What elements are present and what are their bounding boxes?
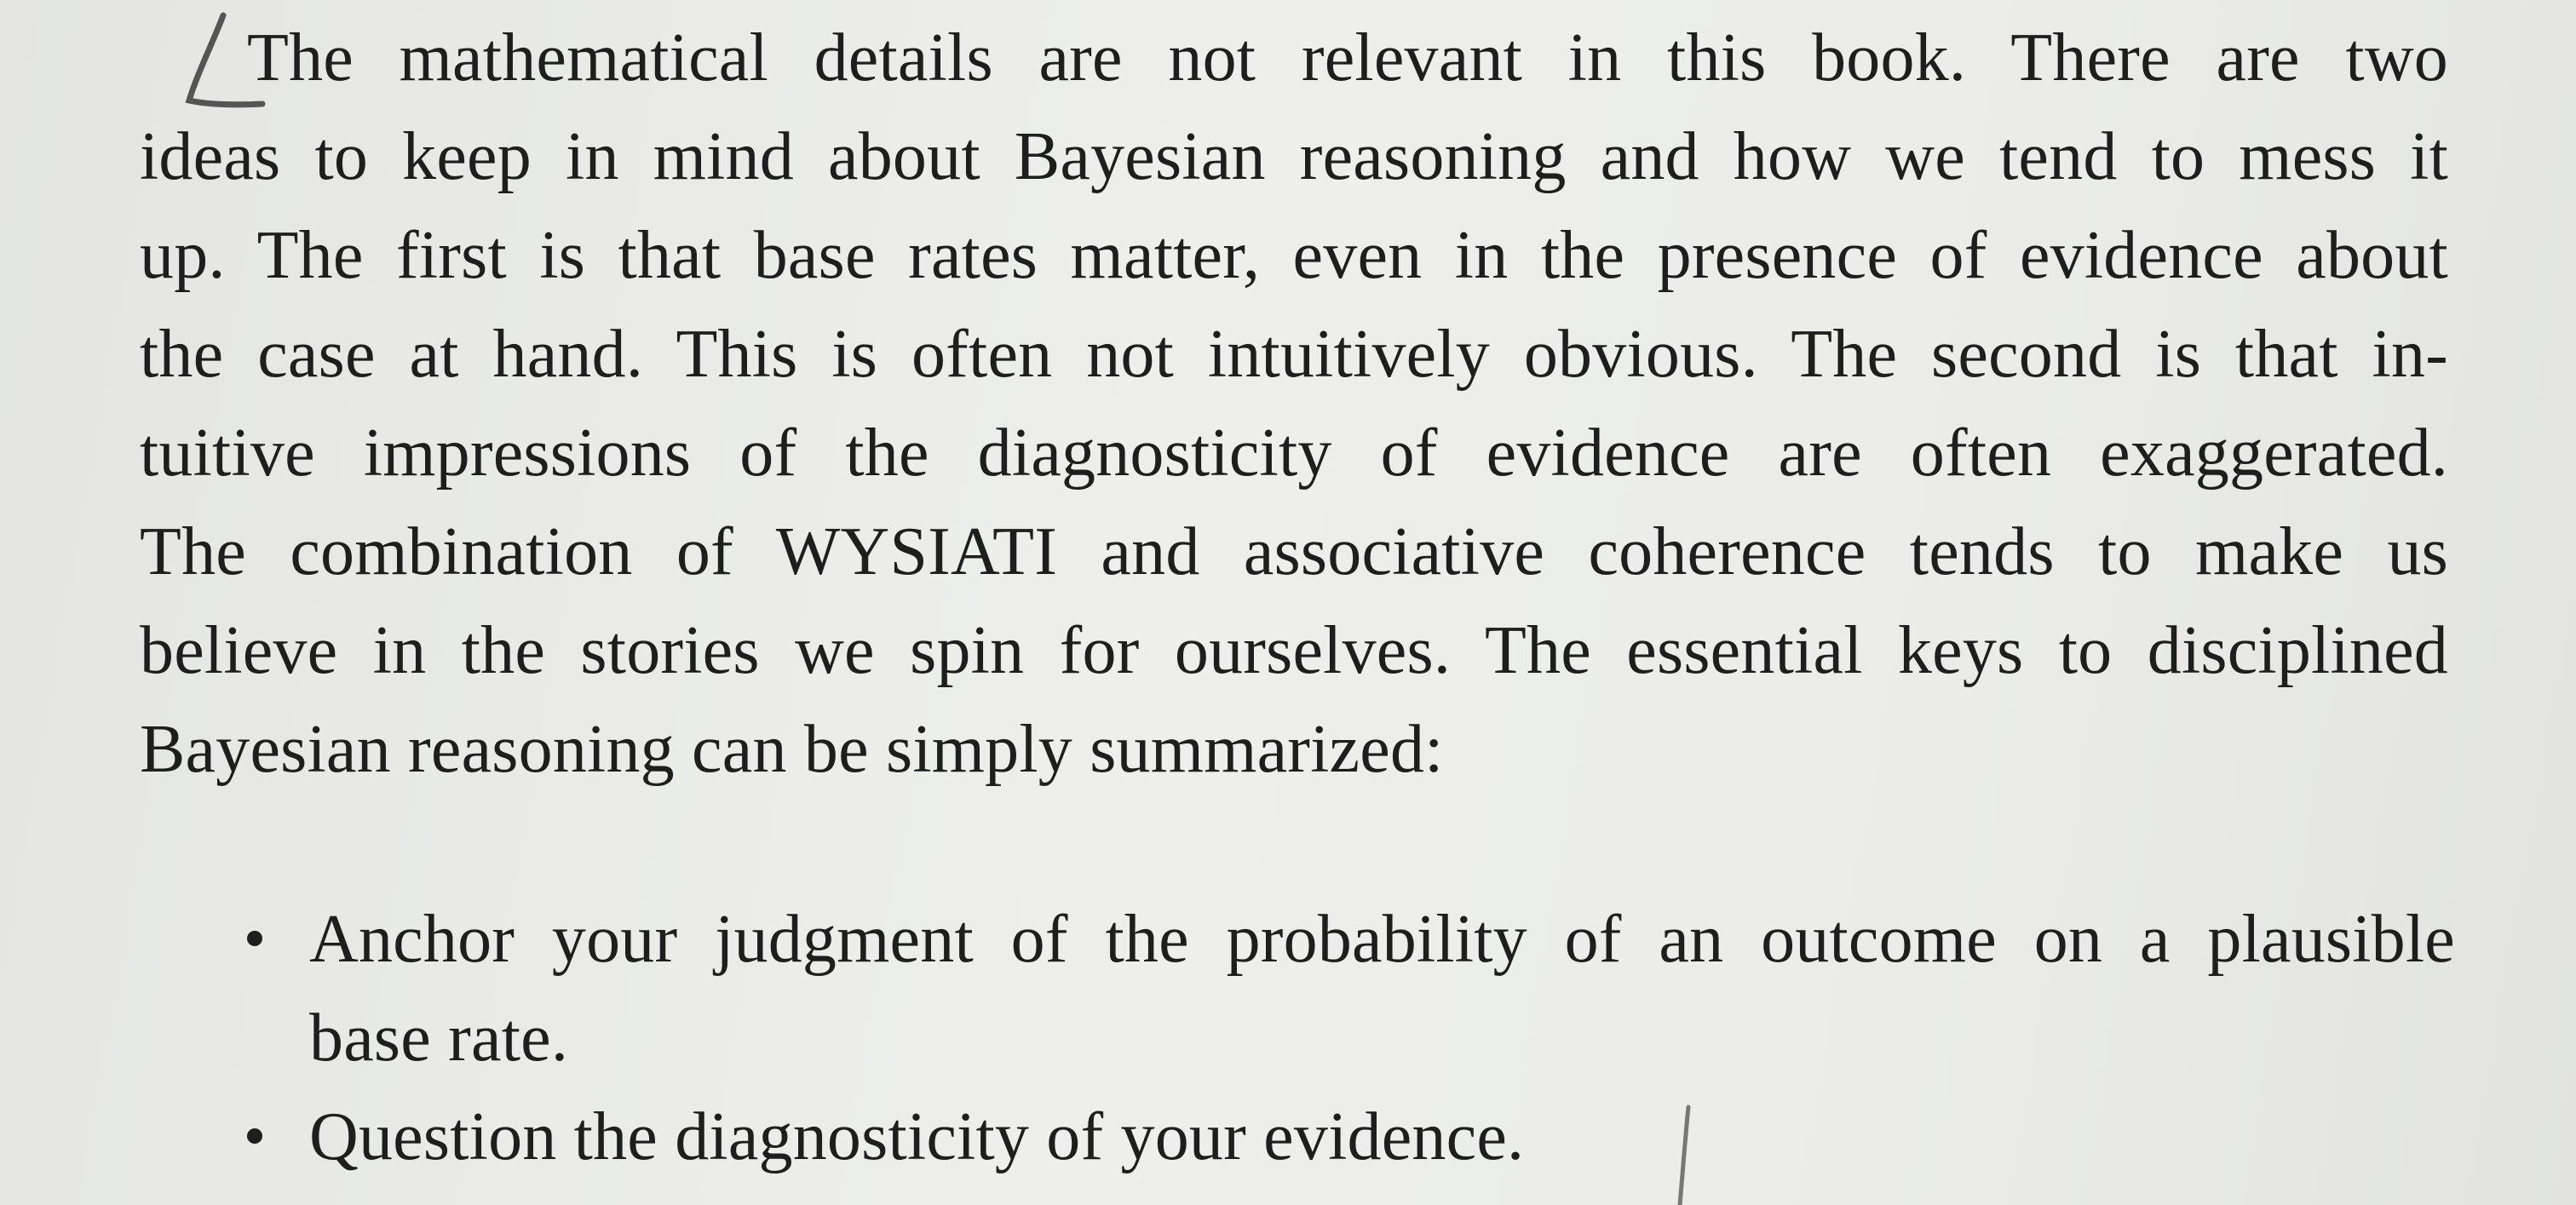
text-line: Question the diagnosticity of your evide… (309, 1099, 1525, 1174)
paragraph: The mathematical details are not relevan… (140, 9, 2448, 799)
bullet-dot (247, 1128, 262, 1144)
text-line: base rate. (309, 1001, 569, 1076)
text-line: The mathematical details are not relevan… (247, 20, 2448, 95)
pencil-bracket (185, 12, 266, 108)
bullet-list: Anchor your judgment of the probability … (140, 890, 2455, 1186)
text-line: up. The first is that base rates matter,… (140, 218, 2448, 293)
text-line: the case at hand. This is often not intu… (140, 317, 2448, 392)
bullet-item: Question the diagnosticity of your evide… (140, 1087, 2455, 1186)
text-line: believe in the stories we spin for ourse… (140, 613, 2448, 688)
text-line: tuitive impressions of the diagnosticity… (140, 416, 2448, 491)
pencil-stroke (1677, 1105, 1691, 1205)
bullet-dot (247, 931, 262, 946)
text-line: Anchor your judgment of the probability … (309, 902, 2455, 977)
bullet-item: Anchor your judgment of the probability … (140, 890, 2455, 1087)
text-line: ideas to keep in mind about Bayesian rea… (140, 119, 2448, 194)
text-line: The combination of WYSIATI and associati… (140, 514, 2448, 589)
text-line: Bayesian reasoning can be simply summari… (140, 712, 1444, 787)
